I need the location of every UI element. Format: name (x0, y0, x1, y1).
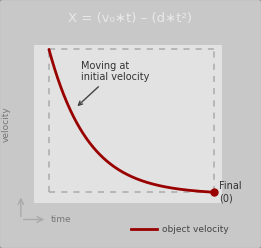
Text: time: time (51, 215, 72, 224)
Text: object velocity: object velocity (162, 225, 229, 234)
Text: X = (v₀∗t) – (d∗t²): X = (v₀∗t) – (d∗t²) (68, 12, 193, 25)
Text: velocity: velocity (2, 106, 11, 142)
Text: Final
(0): Final (0) (219, 181, 242, 203)
Text: Moving at
initial velocity: Moving at initial velocity (79, 61, 149, 105)
